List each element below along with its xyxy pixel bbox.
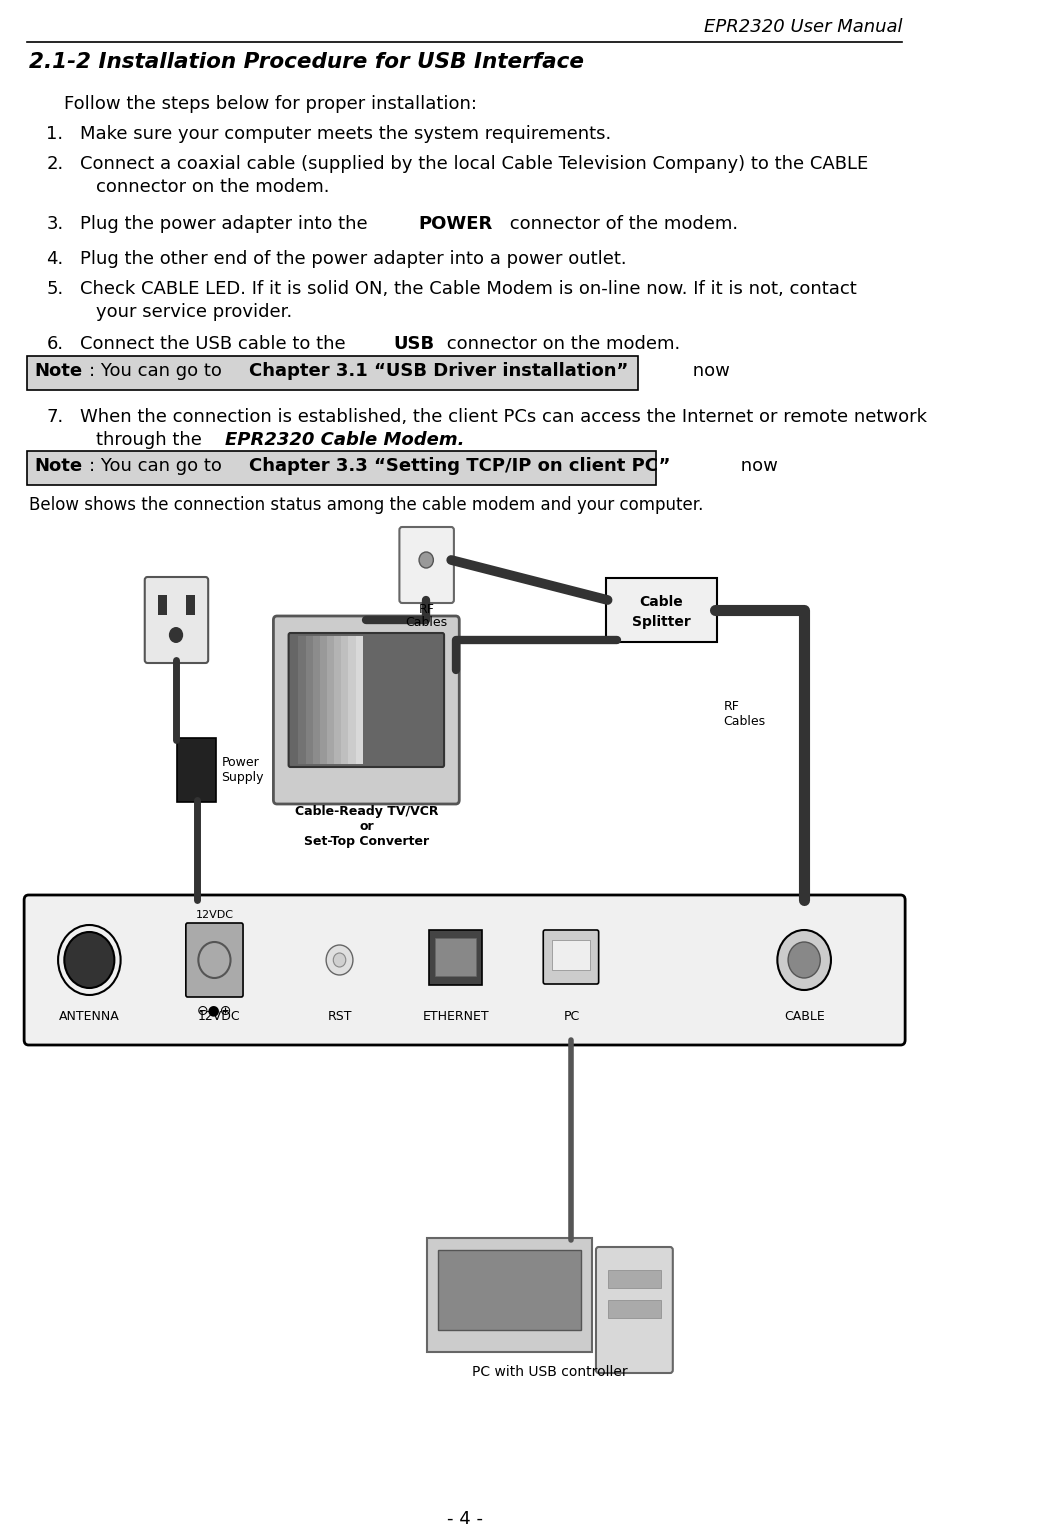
Text: Plug the other end of the power adapter into a power outlet.: Plug the other end of the power adapter …	[80, 249, 627, 268]
Text: 2.: 2.	[47, 155, 63, 172]
Text: ⊖●⊕: ⊖●⊕	[197, 1003, 232, 1017]
Text: Note: Note	[34, 362, 82, 380]
Bar	[334, 636, 341, 763]
Text: 7.: 7.	[47, 408, 63, 426]
FancyBboxPatch shape	[552, 940, 590, 970]
Bar	[158, 596, 167, 616]
Text: Cables: Cables	[406, 616, 447, 629]
Bar	[348, 636, 356, 763]
Text: Chapter 3.1 “USB Driver installation”: Chapter 3.1 “USB Driver installation”	[250, 362, 628, 380]
Text: 5.: 5.	[47, 280, 63, 299]
Text: 12VDC: 12VDC	[198, 1010, 240, 1023]
Bar	[341, 636, 348, 763]
Text: connector on the modem.: connector on the modem.	[441, 336, 680, 352]
Bar	[291, 636, 298, 763]
Bar	[306, 636, 313, 763]
Bar	[607, 1270, 661, 1288]
Text: Cable-Ready TV/VCR: Cable-Ready TV/VCR	[294, 805, 438, 819]
Bar	[298, 636, 306, 763]
FancyBboxPatch shape	[427, 1237, 592, 1351]
Text: Splitter: Splitter	[632, 616, 691, 629]
Text: Check CABLE LED. If it is solid ON, the Cable Modem is on-line now. If it is not: Check CABLE LED. If it is solid ON, the …	[80, 280, 857, 299]
Text: Below shows the connection status among the cable modem and your computer.: Below shows the connection status among …	[28, 496, 703, 514]
Text: or: or	[359, 820, 373, 833]
Text: Make sure your computer meets the system requirements.: Make sure your computer meets the system…	[80, 125, 612, 143]
Circle shape	[327, 945, 353, 976]
Text: your service provider.: your service provider.	[97, 303, 292, 322]
FancyBboxPatch shape	[274, 616, 460, 803]
Text: 1.: 1.	[47, 125, 63, 143]
Text: ETHERNET: ETHERNET	[422, 1010, 489, 1023]
FancyBboxPatch shape	[145, 577, 208, 663]
FancyBboxPatch shape	[289, 633, 444, 766]
Circle shape	[777, 930, 831, 990]
Bar	[327, 636, 334, 763]
Text: 12VDC: 12VDC	[196, 910, 233, 920]
Bar	[313, 636, 320, 763]
FancyBboxPatch shape	[543, 930, 599, 983]
Text: Set-Top Converter: Set-Top Converter	[304, 836, 428, 848]
Text: : You can go to: : You can go to	[89, 362, 228, 380]
Text: Plug the power adapter into the: Plug the power adapter into the	[80, 215, 373, 232]
Text: PC with USB controller: PC with USB controller	[472, 1365, 627, 1379]
Text: RF: RF	[724, 700, 739, 713]
Text: 3.: 3.	[47, 215, 63, 232]
Circle shape	[788, 942, 821, 977]
FancyBboxPatch shape	[186, 923, 243, 997]
Text: - 4 -: - 4 -	[446, 1510, 483, 1528]
FancyBboxPatch shape	[605, 579, 717, 642]
Text: RST: RST	[328, 1010, 352, 1023]
Text: Cables: Cables	[724, 716, 765, 728]
FancyBboxPatch shape	[435, 937, 476, 976]
Text: Chapter 3.3 “Setting TCP/IP on client PC”: Chapter 3.3 “Setting TCP/IP on client PC…	[250, 457, 671, 476]
Text: now: now	[686, 362, 729, 380]
Text: connector of the modem.: connector of the modem.	[504, 215, 738, 232]
Text: When the connection is established, the client PCs can access the Internet or re: When the connection is established, the …	[80, 408, 928, 426]
FancyBboxPatch shape	[24, 896, 905, 1045]
Text: USB: USB	[393, 336, 435, 352]
Text: Power
Supply: Power Supply	[222, 756, 264, 783]
FancyBboxPatch shape	[596, 1247, 673, 1373]
Circle shape	[333, 953, 345, 966]
Text: PC: PC	[564, 1010, 580, 1023]
Text: through the: through the	[97, 431, 208, 449]
Text: POWER: POWER	[419, 215, 493, 232]
Text: connector on the modem.: connector on the modem.	[97, 179, 330, 195]
Bar	[356, 636, 363, 763]
Circle shape	[419, 553, 434, 568]
Bar	[320, 636, 327, 763]
Text: 6.: 6.	[47, 336, 63, 352]
FancyBboxPatch shape	[27, 451, 656, 485]
Bar	[607, 1300, 661, 1317]
Text: ANTENNA: ANTENNA	[59, 1010, 120, 1023]
Text: : You can go to: : You can go to	[89, 457, 228, 476]
Bar	[186, 596, 194, 616]
Text: 4.: 4.	[47, 249, 63, 268]
Text: EPR2320 User Manual: EPR2320 User Manual	[704, 18, 903, 35]
FancyBboxPatch shape	[438, 1250, 580, 1330]
Text: 2.1-2 Installation Procedure for USB Interface: 2.1-2 Installation Procedure for USB Int…	[28, 52, 583, 72]
Text: Note: Note	[34, 457, 82, 476]
Text: CABLE: CABLE	[784, 1010, 825, 1023]
FancyBboxPatch shape	[428, 930, 483, 985]
FancyBboxPatch shape	[27, 356, 638, 389]
Circle shape	[64, 933, 114, 988]
FancyBboxPatch shape	[177, 739, 216, 802]
Text: now: now	[735, 457, 778, 476]
Text: Cable: Cable	[640, 596, 683, 609]
Text: RF: RF	[418, 603, 434, 616]
FancyBboxPatch shape	[399, 526, 453, 603]
Circle shape	[168, 626, 183, 643]
Text: EPR2320 Cable Modem.: EPR2320 Cable Modem.	[226, 431, 465, 449]
Text: Connect the USB cable to the: Connect the USB cable to the	[80, 336, 352, 352]
Text: Connect a coaxial cable (supplied by the local Cable Television Company) to the : Connect a coaxial cable (supplied by the…	[80, 155, 868, 172]
Text: Follow the steps below for proper installation:: Follow the steps below for proper instal…	[64, 95, 477, 112]
